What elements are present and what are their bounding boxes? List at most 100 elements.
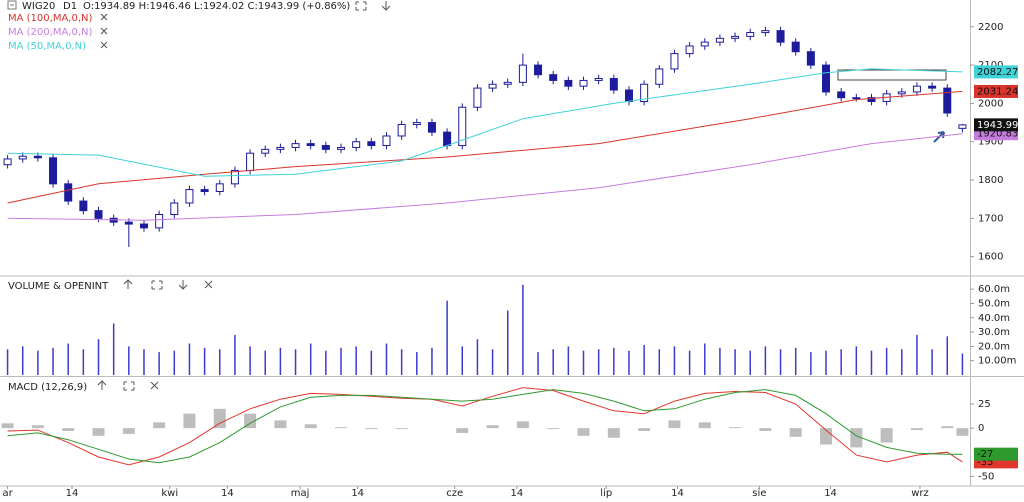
- volume-bar: [203, 347, 206, 375]
- value-label-bg: [974, 447, 1018, 461]
- volume-bar: [143, 349, 145, 375]
- ma-line: [7, 68, 963, 177]
- volume-bar: [704, 343, 706, 375]
- volume-bar: [628, 350, 630, 375]
- value-label-bg: [974, 84, 1018, 98]
- candle-body: [64, 183, 73, 202]
- histogram-bar: [547, 428, 560, 430]
- volume-bar: [901, 349, 903, 375]
- histogram-bar: [789, 428, 802, 437]
- x-tick-label: 14: [510, 488, 523, 499]
- volume-bar: [567, 346, 570, 375]
- up-icon[interactable]: [123, 279, 133, 289]
- candle-body: [261, 148, 270, 154]
- candle-body: [397, 123, 406, 137]
- y-tick-label: 25: [978, 399, 991, 410]
- histogram-bar: [183, 413, 196, 429]
- volume-bar: [582, 350, 585, 375]
- histogram-bar: [274, 420, 287, 429]
- candle-body: [624, 89, 633, 102]
- volume-bar: [643, 344, 645, 375]
- legend-entry: MA (50,MA,0,N): [8, 41, 86, 52]
- histogram-bar: [122, 428, 135, 434]
- candle-body: [534, 64, 543, 76]
- volume-bar: [597, 349, 600, 375]
- down-icon[interactable]: [381, 1, 391, 11]
- collapse-icon[interactable]: [7, 0, 17, 10]
- macd-line: [7, 387, 963, 466]
- candle-body: [837, 91, 846, 99]
- candle-body: [337, 146, 346, 150]
- timeframe: D1: [63, 1, 77, 12]
- volume-bar: [719, 347, 721, 375]
- volume-bar: [794, 347, 797, 375]
- volume-bar: [234, 334, 236, 375]
- histogram-bar: [638, 428, 651, 432]
- histogram-bar: [607, 428, 620, 438]
- histogram-bar: [759, 428, 772, 432]
- maximize-icon[interactable]: [151, 280, 163, 290]
- volume-bar: [264, 350, 266, 375]
- down-icon[interactable]: [178, 280, 188, 290]
- close-icon[interactable]: [150, 381, 159, 390]
- volume-bar: [82, 349, 85, 375]
- histogram-bar: [729, 427, 742, 429]
- volume-bar: [764, 346, 767, 375]
- histogram-bar: [698, 422, 711, 429]
- volume-bar: [688, 350, 691, 375]
- volume-bar: [400, 349, 403, 375]
- value-label: -27: [977, 449, 993, 460]
- x-tick-label: maj: [291, 488, 310, 499]
- volume-bar: [840, 349, 842, 375]
- volume-bar: [491, 349, 494, 375]
- candle-body: [488, 83, 497, 89]
- close-icon[interactable]: [204, 280, 213, 289]
- volume-bar: [658, 349, 661, 375]
- candle-body: [79, 200, 88, 212]
- candle-body: [822, 64, 831, 93]
- volume-bar: [173, 350, 176, 375]
- volume-bar: [870, 350, 873, 375]
- y-tick-label: 10.00m: [978, 356, 1016, 367]
- y-tick-label: 40.0m: [978, 313, 1010, 324]
- volume-bar: [961, 353, 964, 375]
- candle-body: [640, 83, 649, 102]
- symbol: WIG20: [22, 1, 55, 12]
- histogram-bar: [92, 428, 105, 436]
- candle-body: [761, 30, 770, 34]
- candle-body: [352, 141, 361, 148]
- value-label: 1920.83: [977, 129, 1018, 140]
- y-tick-label: 2000: [978, 98, 1003, 109]
- panel-title: VOLUME & OPENINT: [8, 281, 109, 292]
- maximize-icon[interactable]: [355, 1, 367, 11]
- histogram-bar: [335, 427, 348, 429]
- volume-bar: [825, 350, 827, 375]
- up-icon[interactable]: [97, 380, 107, 390]
- value-label: -35: [977, 457, 993, 468]
- volume-bar: [885, 347, 888, 375]
- toolbar-icons: [97, 1, 391, 391]
- volume-bar: [112, 323, 115, 375]
- value-label-bg: [974, 118, 1018, 132]
- candle-body: [670, 53, 679, 70]
- candle-body: [200, 189, 209, 193]
- x-tick-label: sie: [752, 488, 766, 499]
- legend-close: [100, 27, 108, 35]
- candle-body: [928, 85, 937, 89]
- candle-body: [943, 87, 952, 114]
- candle-body: [367, 141, 376, 147]
- candle-body: [33, 155, 42, 159]
- value-label: 2031.24: [977, 86, 1018, 97]
- candle-body: [731, 35, 740, 39]
- histogram-bar: [244, 413, 257, 429]
- x-tick-label: lip: [600, 488, 612, 499]
- candle-body: [685, 45, 694, 55]
- candle-body: [852, 97, 861, 100]
- volume-bar: [6, 349, 9, 375]
- histogram-bar: [31, 425, 44, 429]
- volume-bar: [249, 346, 251, 375]
- maximize-icon[interactable]: [123, 381, 135, 391]
- x-tick-label: ar: [2, 488, 13, 499]
- volume-bar: [158, 352, 160, 375]
- histogram-bar: [577, 428, 590, 436]
